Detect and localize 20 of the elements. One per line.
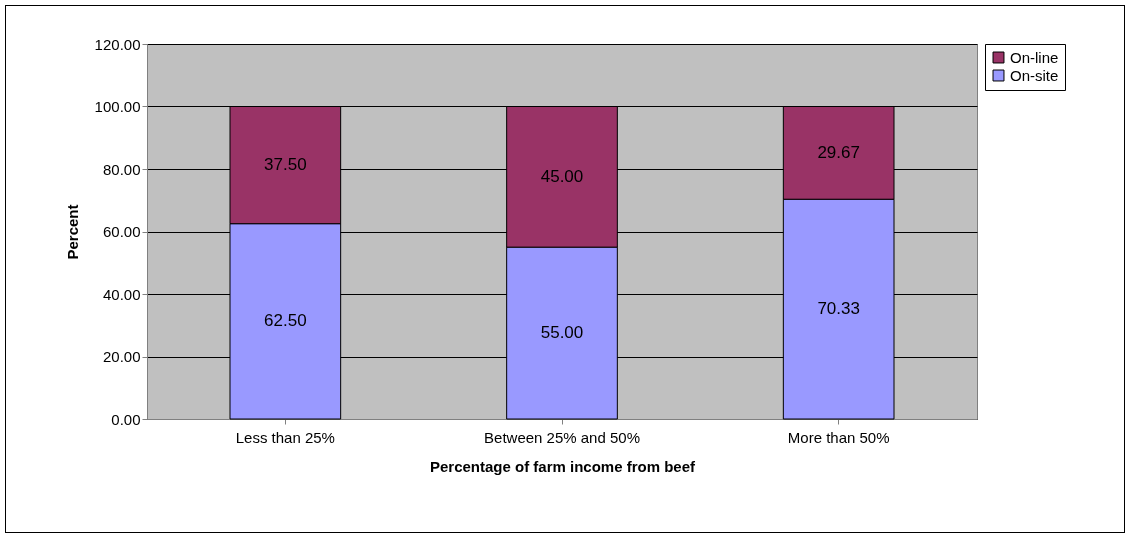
y-tick-label: 80.00 (102, 160, 141, 178)
data-label: 29.67 (817, 142, 860, 162)
data-label: 62.50 (264, 311, 307, 331)
x-tick-label: Between 25% and 50% (484, 428, 640, 446)
legend-label: On-site (1010, 66, 1059, 84)
y-tick-label: 20.00 (102, 348, 141, 365)
x-tick-label: Less than 25% (235, 428, 335, 446)
data-label: 55.00 (540, 323, 584, 343)
y-tick-label: 100.00 (94, 98, 141, 115)
legend-label: On-line (1010, 48, 1059, 66)
y-tick-label: 0.00 (111, 410, 141, 428)
x-tick-label: More than 50% (787, 428, 890, 446)
y-tick-label: 60.00 (102, 223, 141, 240)
data-label: 45.00 (540, 166, 584, 186)
y-axis-title: Percent (63, 204, 81, 260)
data-label: 70.33 (817, 299, 860, 319)
data-label: 37.50 (264, 155, 307, 175)
y-tick-label: 40.00 (102, 285, 141, 303)
x-axis-title: Percentage of farm income from beef (429, 457, 697, 475)
y-tick-label: 120.00 (94, 35, 141, 53)
